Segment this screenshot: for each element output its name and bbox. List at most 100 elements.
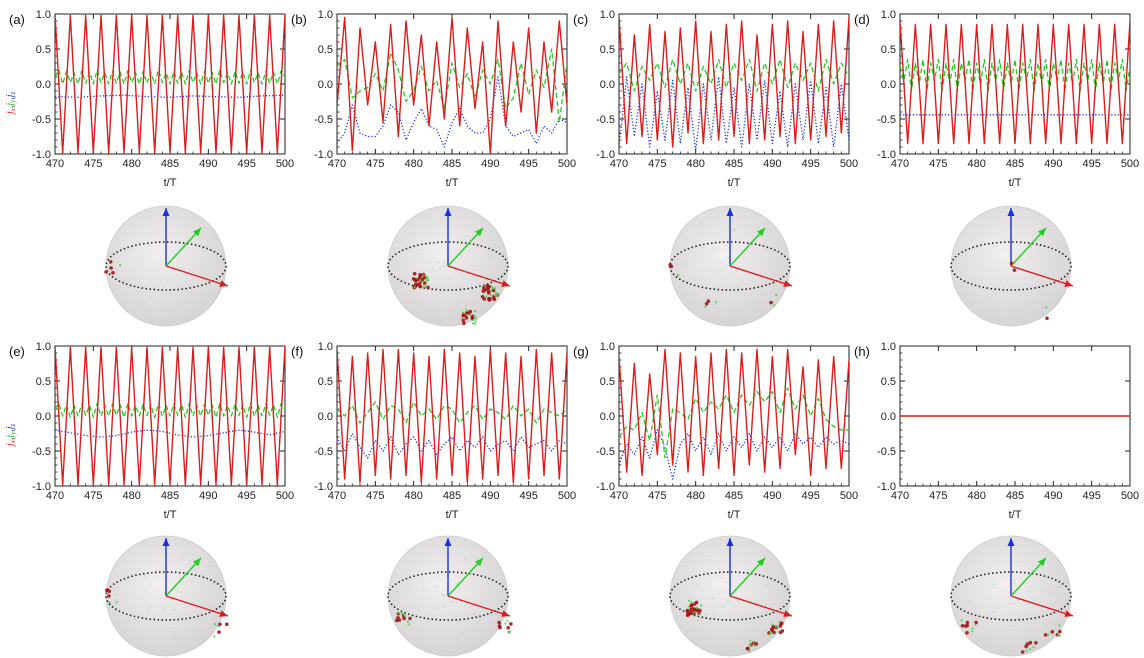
y-tick-label: 1.0 [36, 341, 51, 353]
trajectory-point [971, 630, 974, 633]
trajectory-point [489, 294, 492, 297]
trajectory-point [407, 623, 410, 626]
trajectory-point [1008, 603, 1011, 605]
trajectory-point [688, 599, 691, 602]
trajectory-point [727, 599, 729, 602]
trajectory-point [460, 255, 463, 257]
x-tick-label: 475 [84, 490, 102, 502]
trajectory-point [457, 620, 459, 622]
series-jy-line [619, 58, 849, 92]
trajectory-point [186, 301, 188, 303]
trajectory-point [180, 292, 183, 294]
panel-e: 470 475 480 485 490 495 500 1.0 0.5 0.0 -0.5 -1.0 (e… [5, 341, 294, 521]
trajectory-point [1000, 280, 1002, 282]
x-tick-label: 485 [1006, 158, 1024, 170]
trajectory-point [164, 266, 167, 268]
trajectory-point [685, 608, 689, 613]
trajectory-point [486, 286, 491, 291]
y-axis-label-part: j [5, 111, 16, 116]
trajectory-point [460, 316, 463, 319]
y-axis-label-part: z [9, 91, 17, 95]
trajectory-point [704, 613, 706, 616]
series-jz-line [55, 429, 285, 438]
x-tick-label: 485 [1006, 490, 1024, 502]
trajectory-point [1011, 576, 1013, 579]
trajectory-point [966, 578, 969, 580]
panel-label: (c) [573, 12, 588, 27]
trajectory-point [978, 263, 981, 266]
series-group [55, 346, 285, 486]
trajectory-point [695, 609, 700, 613]
series-jz-line [337, 432, 567, 459]
trajectory-point [1013, 602, 1015, 604]
trajectory-point [695, 583, 697, 585]
trajectory-point [431, 266, 433, 269]
trajectory-point [176, 588, 179, 590]
y-axis-arrow-icon [1010, 557, 1047, 597]
trajectory-point [721, 269, 723, 272]
trajectory-point [766, 611, 768, 613]
y-tick-label: 1.0 [318, 341, 333, 353]
series-jy-line [337, 48, 567, 124]
x-tick-label: 470 [328, 158, 346, 170]
trajectory-point [1025, 642, 1030, 646]
trajectory-point [150, 295, 152, 298]
y-axis-label-part: , [5, 106, 16, 109]
series-jx-line [55, 346, 285, 486]
trajectory-point [700, 604, 703, 607]
trajectory-point [703, 571, 705, 573]
y-tick-label: 0.5 [36, 44, 51, 56]
trajectory-point [749, 639, 752, 643]
equator-circle [387, 241, 509, 291]
trajectory-point [1014, 267, 1016, 270]
x-tick-label: 475 [648, 158, 666, 170]
trajectory-point [965, 620, 970, 625]
trajectory-point [182, 556, 184, 558]
trajectory-point [689, 604, 694, 608]
trajectory-point [119, 263, 122, 267]
panel-d: 470 475 480 485 490 495 500 1.0 0.5 0.0 -0.5 -1.0 (d… [854, 9, 1139, 189]
trajectory-point [738, 599, 740, 601]
trajectory-point [461, 313, 466, 318]
trajectory-point [991, 583, 994, 586]
trajectory-point [435, 585, 437, 588]
trajectory-point [142, 571, 144, 573]
y-tick-label: 0.0 [318, 79, 333, 91]
trajectory-point [693, 607, 697, 612]
trajectory-point [732, 282, 735, 284]
trajectory-point [1040, 285, 1043, 287]
trajectory-point [491, 288, 496, 293]
trajectory-point [770, 609, 772, 612]
y-tick-label: -1.0 [32, 481, 51, 493]
trajectory-point [1028, 256, 1031, 258]
trajectory-point [209, 283, 211, 285]
trajectory-point [749, 644, 752, 647]
trajectory-point [722, 605, 724, 608]
trajectory-point [396, 590, 399, 593]
x-tick-label: 485 [443, 490, 461, 502]
panel-label: (d) [854, 12, 870, 27]
trajectory-point [979, 287, 981, 289]
x-tick-label: 490 [199, 490, 217, 502]
trajectory-point [472, 319, 475, 322]
x-tick-label: 485 [725, 490, 743, 502]
x-axis-label: t/T [446, 509, 459, 521]
y-tick-label: -0.5 [314, 114, 333, 126]
trajectory-point [461, 631, 464, 633]
trajectory-point [447, 276, 449, 278]
trajectory-point [732, 262, 734, 264]
y-axis-arrow-icon [165, 557, 202, 597]
x-tick-label: 485 [725, 158, 743, 170]
trajectory-point [965, 631, 969, 635]
x-tick-label: 500 [1121, 490, 1139, 502]
trajectory-point [163, 609, 165, 611]
trajectory-point [754, 642, 759, 646]
trajectory-point [409, 586, 411, 588]
series-jx-line [900, 20, 1130, 145]
trajectory-point [447, 578, 449, 580]
trajectory-point [163, 591, 166, 594]
series-group [619, 17, 849, 152]
x-tick-label: 500 [276, 158, 294, 170]
trajectory-point [165, 264, 167, 266]
trajectory-point [778, 620, 781, 624]
